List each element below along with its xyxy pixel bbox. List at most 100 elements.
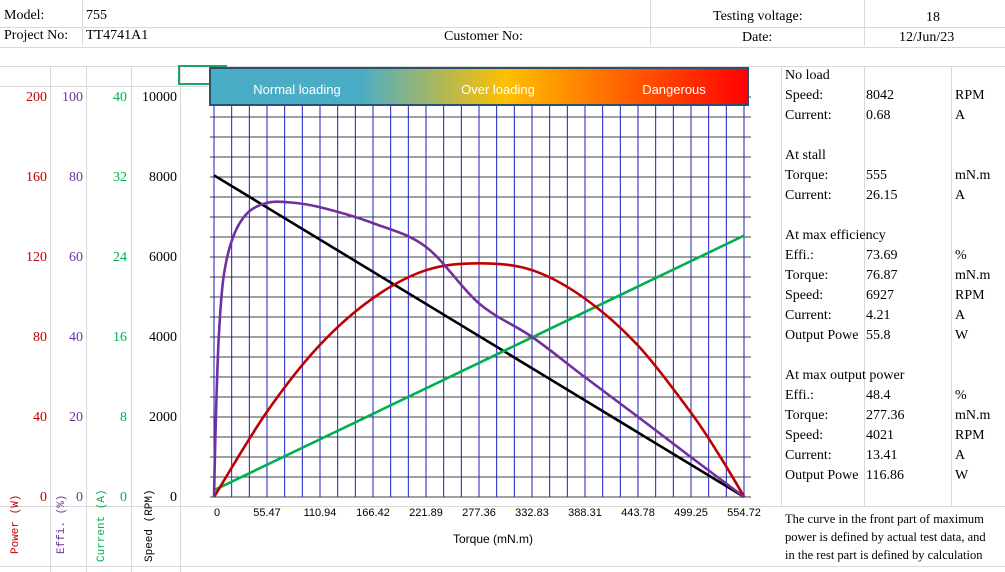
plot-area xyxy=(210,105,751,497)
spec-unit: A xyxy=(955,448,966,463)
spec-label: Torque: xyxy=(785,268,829,283)
spec-unit: RPM xyxy=(955,288,985,303)
power-tick-label: 160 xyxy=(26,170,47,185)
spec-value[interactable]: 73.69 xyxy=(866,248,898,263)
current-tick-label: 16 xyxy=(113,330,127,345)
spec-label: Torque: xyxy=(785,408,829,423)
spec-unit: W xyxy=(955,468,969,483)
banner-over: Over loading xyxy=(461,82,535,97)
note-line: The curve in the front part of maximum xyxy=(785,512,984,526)
model-label: Model: xyxy=(4,8,45,23)
curves xyxy=(212,174,746,499)
date-label: Date: xyxy=(742,30,773,45)
spec-unit: % xyxy=(955,248,967,263)
section-title: At max efficiency xyxy=(785,228,886,243)
spec-unit: mN.m xyxy=(955,168,991,183)
spec-label: Current: xyxy=(785,108,832,123)
voltage-value[interactable]: 18 xyxy=(926,10,940,25)
spec-label: Output Powe xyxy=(785,468,859,483)
spec-label: Current: xyxy=(785,188,832,203)
spec-unit: % xyxy=(955,388,967,403)
power-tick-label: 120 xyxy=(26,250,47,265)
spec-value[interactable]: 4.21 xyxy=(866,308,891,323)
spec-label: Effi.: xyxy=(785,388,814,403)
spec-value[interactable]: 4021 xyxy=(866,428,894,443)
spec-label: Output Powe xyxy=(785,328,859,343)
current-tick-label: 24 xyxy=(113,250,127,265)
spec-unit: RPM xyxy=(955,88,985,103)
spec-value[interactable]: 6927 xyxy=(866,288,894,303)
x-tick-label: 388.31 xyxy=(568,507,602,519)
speed-tick-label: 4000 xyxy=(149,330,177,345)
spec-value[interactable]: 555 xyxy=(866,168,887,183)
x-tick-label: 110.94 xyxy=(304,507,337,519)
customer-label: Customer No: xyxy=(444,29,523,44)
speed-curve xyxy=(213,174,745,499)
effi-tick-label: 20 xyxy=(69,410,83,425)
x-tick-label: 554.72 xyxy=(727,507,761,519)
x-tick-label: 443.78 xyxy=(621,507,655,519)
spec-label: Torque: xyxy=(785,168,829,183)
banner-normal: Normal loading xyxy=(253,82,340,97)
power-tick-label: 0 xyxy=(40,490,47,505)
current-tick-label: 40 xyxy=(113,90,127,105)
spec-value[interactable]: 0.68 xyxy=(866,108,891,123)
model-value[interactable]: 755 xyxy=(86,8,107,23)
section-title: No load xyxy=(785,68,830,83)
section-title: At stall xyxy=(785,148,826,163)
current-tick-label: 0 xyxy=(120,490,127,505)
current-tick-label: 8 xyxy=(120,410,127,425)
spec-label: Speed: xyxy=(785,428,824,443)
spec-value[interactable]: 48.4 xyxy=(866,388,891,403)
spec-unit: RPM xyxy=(955,428,985,443)
effi-tick-label: 80 xyxy=(69,170,83,185)
spec-unit: A xyxy=(955,108,966,123)
project-value[interactable]: TT4741A1 xyxy=(86,28,149,43)
x-tick-label: 166.42 xyxy=(356,507,390,519)
speed-tick-label: 6000 xyxy=(149,250,177,265)
speed-tick-label: 8000 xyxy=(149,170,177,185)
spec-unit: A xyxy=(955,188,966,203)
x-tick-label: 221.89 xyxy=(409,507,443,519)
voltage-label: Testing voltage: xyxy=(713,9,803,24)
spec-value[interactable]: 116.86 xyxy=(866,468,904,483)
power-curve xyxy=(212,261,746,498)
spec-value[interactable]: 277.36 xyxy=(866,408,905,423)
spec-value[interactable]: 8042 xyxy=(866,88,894,103)
note: The curve in the front part of maximum p… xyxy=(785,510,1005,564)
spec-unit: mN.m xyxy=(955,268,991,283)
spec-value[interactable]: 13.41 xyxy=(866,448,898,463)
effi-tick-label: 60 xyxy=(69,250,83,265)
banner-danger: Dangerous xyxy=(642,82,706,97)
date-value[interactable]: 12/Jun/23 xyxy=(899,30,955,45)
x-tick-label: 55.47 xyxy=(253,507,281,519)
spec-value[interactable]: 55.8 xyxy=(866,328,891,343)
spec-value[interactable]: 76.87 xyxy=(866,268,898,283)
spec-value[interactable]: 26.15 xyxy=(866,188,898,203)
spec-unit: W xyxy=(955,328,969,343)
effi-tick-label: 40 xyxy=(69,330,83,345)
x-tick-label: 0 xyxy=(214,507,220,519)
effi-tick-label: 0 xyxy=(76,490,83,505)
x-tick-label: 332.83 xyxy=(515,507,549,519)
note-line: power is defined by actual test data, an… xyxy=(785,530,986,544)
x-axis-label: Torque (mN.m) xyxy=(453,532,533,546)
project-label: Project No: xyxy=(4,28,69,43)
plot-grid xyxy=(210,96,751,498)
note-line: in the rest part is defined by calculati… xyxy=(785,548,983,562)
spec-unit: A xyxy=(955,308,966,323)
effi-tick-label: 100 xyxy=(62,90,83,105)
speed-tick-label: 0 xyxy=(170,490,177,505)
power-tick-label: 40 xyxy=(33,410,47,425)
loading-banner xyxy=(209,67,749,106)
x-tick-label: 277.36 xyxy=(462,507,496,519)
spec-label: Speed: xyxy=(785,88,824,103)
x-tick-label: 499.25 xyxy=(674,507,708,519)
spec-unit: mN.m xyxy=(955,408,991,423)
section-title: At max output power xyxy=(785,368,905,383)
current-curve xyxy=(213,234,745,492)
speed-tick-label: 10000 xyxy=(142,90,177,105)
current-tick-label: 32 xyxy=(113,170,127,185)
x-ticks: 0 55.47 110.94 166.42 221.89 277.36 332.83 388.… xyxy=(214,507,761,519)
power-tick-label: 200 xyxy=(26,90,47,105)
